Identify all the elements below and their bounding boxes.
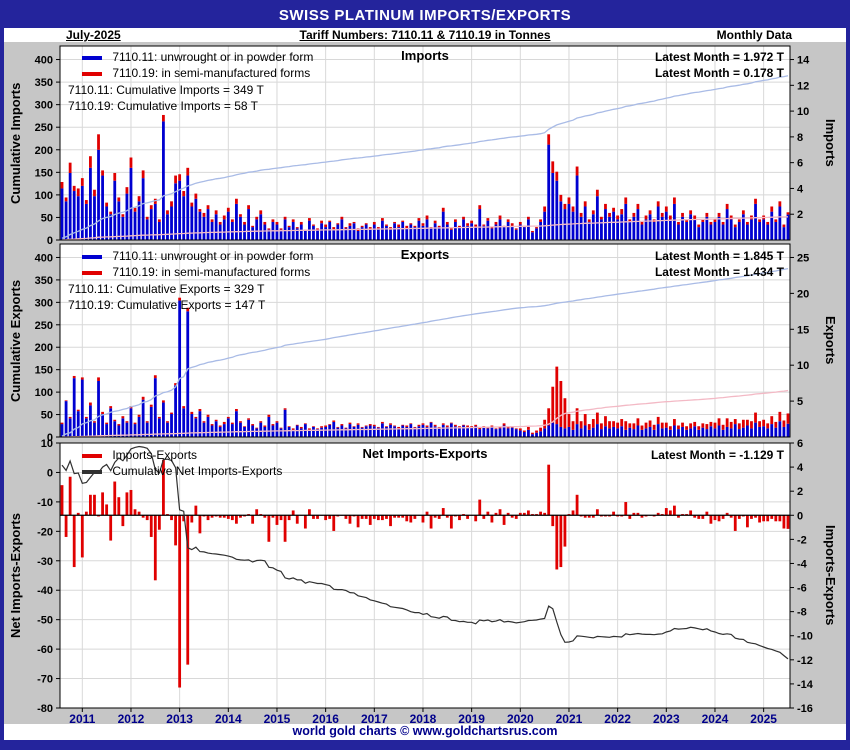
latest-month-imports: Latest Month = 1.972 T Latest Month = 0.… <box>484 49 784 81</box>
latest-month-value-1: Latest Month = 1.845 T <box>654 249 784 263</box>
cumulative-imports-text: 7110.11: Cumulative Imports = 349 T 7110… <box>68 82 264 114</box>
latest-month-exports: Latest Month = 1.845 T Latest Month = 1.… <box>484 248 784 280</box>
y-axis-label-imports: Imports <box>823 119 838 167</box>
legend-label: 7110.11: unwrought or in powder form <box>112 50 314 64</box>
chart-area <box>4 42 846 724</box>
cumulative-line-1: 7110.11: Cumulative Exports = 329 T <box>68 282 265 296</box>
cumulative-line-2: 7110.19: Cumulative Imports = 58 T <box>68 99 258 113</box>
y-axis-label-cumulative-imports: Cumulative Imports <box>8 82 23 204</box>
series-swatch-blue <box>82 55 102 60</box>
chart-inner: SWISS PLATINUM IMPORTS/EXPORTS July-2025… <box>4 4 846 740</box>
frequency-label: Monthly Data <box>716 28 792 42</box>
legend-item: 7110.11: unwrought or in powder form <box>82 49 313 65</box>
y-axis-label-net-imports-exports: Net Imports-Exports <box>8 513 23 638</box>
tariff-label: Tariff Numbers: 7110.11 & 7110.19 in Ton… <box>299 28 551 42</box>
latest-month-value-2: Latest Month = 1.434 T <box>654 265 784 279</box>
series-swatch-blue <box>82 254 102 259</box>
legend-item: Imports-Exports <box>82 447 282 463</box>
legend-item: 7110.19: in semi-manufactured forms <box>82 65 313 81</box>
series-swatch-red <box>82 71 102 76</box>
series-swatch-red <box>82 453 102 458</box>
legend-label: 7110.19: in semi-manufactured forms <box>112 265 311 279</box>
y-axis-label-cumulative-exports: Cumulative Exports <box>8 279 23 402</box>
legend-item: 7110.19: in semi-manufactured forms <box>82 264 313 280</box>
latest-month-value-1: Latest Month = 1.972 T <box>654 50 784 64</box>
cumulative-line-2: 7110.19: Cumulative Exports = 147 T <box>68 298 266 312</box>
legend-label: Cumulative Net Imports-Exports <box>112 464 283 478</box>
latest-month-net: Latest Month = -1.129 T <box>484 447 784 463</box>
footer-bar: world gold charts © www.goldchartsrus.co… <box>4 724 846 740</box>
legend-net: Imports-Exports Cumulative Net Imports-E… <box>82 447 282 479</box>
footer-credit: world gold charts © www.goldchartsrus.co… <box>292 724 558 738</box>
y-axis-label-imports-exports: Imports-Exports <box>823 525 838 626</box>
cumulative-exports-text: 7110.11: Cumulative Exports = 329 T 7110… <box>68 281 265 313</box>
legend-label: Imports-Exports <box>112 448 198 462</box>
page-title: SWISS PLATINUM IMPORTS/EXPORTS <box>278 7 572 24</box>
sub-header: July-2025 Tariff Numbers: 7110.11 & 7110… <box>4 28 846 42</box>
legend-label: 7110.19: in semi-manufactured forms <box>112 66 311 80</box>
legend-imports: 7110.11: unwrought or in powder form 711… <box>82 49 313 81</box>
title-bar: SWISS PLATINUM IMPORTS/EXPORTS <box>4 4 846 28</box>
legend-item: 7110.11: unwrought or in powder form <box>82 248 313 264</box>
legend-item: Cumulative Net Imports-Exports <box>82 463 282 479</box>
legend-exports: 7110.11: unwrought or in powder form 711… <box>82 248 313 280</box>
y-axis-label-exports: Exports <box>823 316 838 365</box>
date-label: July-2025 <box>66 28 121 42</box>
legend-label: 7110.11: unwrought or in powder form <box>112 249 314 263</box>
latest-month-value-1: Latest Month = -1.129 T <box>650 448 784 462</box>
series-swatch-red <box>82 270 102 275</box>
net-line-swatch <box>82 469 102 474</box>
latest-month-value-2: Latest Month = 0.178 T <box>654 66 784 80</box>
cumulative-line-1: 7110.11: Cumulative Imports = 349 T <box>68 83 264 97</box>
